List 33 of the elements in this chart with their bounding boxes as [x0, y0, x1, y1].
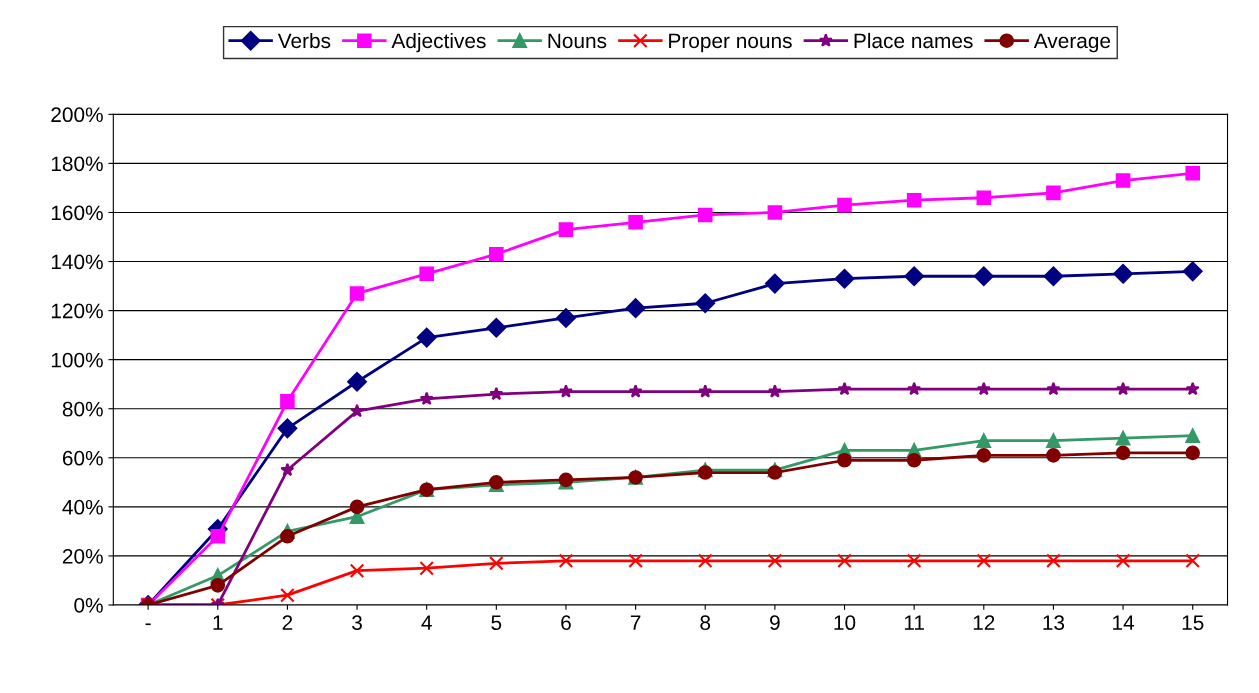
y-tick-label: 40%: [62, 499, 103, 515]
x-tick-label: 2: [282, 615, 293, 630]
y-tick-label: 180%: [51, 156, 103, 172]
x-tick-label: 1: [213, 615, 223, 630]
x-tick-label: 14: [1113, 615, 1135, 630]
x-tick-label: 5: [491, 615, 502, 631]
x-tick-label: -: [145, 623, 151, 626]
x-tick-label: 4: [421, 615, 432, 630]
x-tick-label: 11: [904, 615, 924, 630]
x-tick-label: 6: [561, 615, 571, 631]
y-tick-label: 100%: [51, 352, 103, 368]
y-tick-label: 80%: [62, 401, 103, 417]
legend-label: Adjectives: [391, 32, 486, 53]
legend-label: Proper nouns: [669, 33, 792, 53]
x-tick-label: 7: [630, 615, 641, 630]
legend-label: Verbs: [277, 32, 331, 49]
y-tick-label: 160%: [51, 205, 103, 221]
legend-label: Nouns: [548, 33, 607, 49]
y-tick-label: 140%: [51, 254, 103, 270]
y-tick-label: 0%: [74, 597, 103, 613]
y-tick-label: 60%: [62, 450, 103, 466]
x-tick-label: 15: [1182, 615, 1204, 631]
x-tick-label: 10: [834, 615, 856, 631]
x-tick-label: 3: [352, 615, 362, 631]
x-tick-label: 8: [700, 615, 711, 631]
x-tick-label: 13: [1043, 615, 1065, 631]
legend-label: Place names: [854, 32, 973, 49]
x-tick-label: 12: [973, 615, 995, 630]
y-tick-label: 20%: [62, 548, 103, 564]
x-tick-label: 9: [770, 615, 780, 631]
y-tick-label: 200%: [51, 107, 103, 123]
y-tick-label: 120%: [51, 303, 103, 319]
legend-label: Average: [1033, 33, 1111, 53]
